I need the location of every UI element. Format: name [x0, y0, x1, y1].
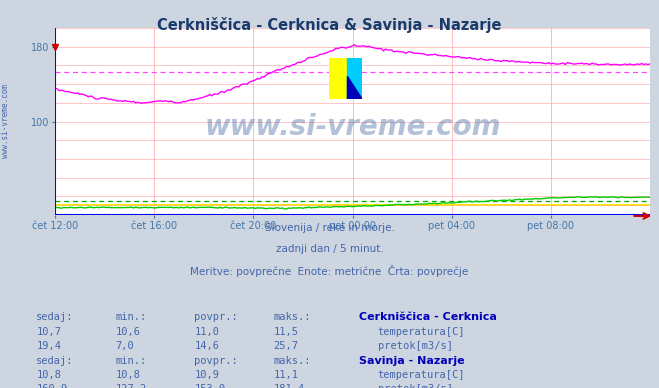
Text: 14,6: 14,6	[194, 341, 219, 351]
Text: 153,0: 153,0	[194, 384, 225, 388]
Text: 160,9: 160,9	[36, 384, 67, 388]
Text: 10,8: 10,8	[36, 370, 61, 380]
Text: povpr.:: povpr.:	[194, 356, 238, 366]
Text: 11,1: 11,1	[273, 370, 299, 380]
Text: Savinja - Nazarje: Savinja - Nazarje	[359, 356, 465, 366]
Text: temperatura[C]: temperatura[C]	[378, 327, 465, 337]
Text: pretok[m3/s]: pretok[m3/s]	[378, 384, 453, 388]
Text: zadnji dan / 5 minut.: zadnji dan / 5 minut.	[275, 244, 384, 254]
Text: 25,7: 25,7	[273, 341, 299, 351]
Text: Cerkniščica - Cerknica: Cerkniščica - Cerknica	[359, 312, 497, 322]
Text: 181,4: 181,4	[273, 384, 304, 388]
Bar	[330, 58, 347, 99]
Text: maks.:: maks.:	[273, 356, 311, 366]
Text: www.si-vreme.com: www.si-vreme.com	[1, 85, 10, 159]
Text: sedaj:: sedaj:	[36, 312, 74, 322]
Text: www.si-vreme.com: www.si-vreme.com	[204, 113, 501, 141]
Text: min.:: min.:	[115, 312, 146, 322]
Text: 11,5: 11,5	[273, 327, 299, 337]
Bar	[347, 58, 362, 99]
Text: 10,8: 10,8	[115, 370, 140, 380]
Text: Cerkniščica - Cerknica & Savinja - Nazarje: Cerkniščica - Cerknica & Savinja - Nazar…	[158, 17, 501, 33]
Text: 7,0: 7,0	[115, 341, 134, 351]
Text: 127,2: 127,2	[115, 384, 146, 388]
Text: pretok[m3/s]: pretok[m3/s]	[378, 341, 453, 351]
Text: temperatura[C]: temperatura[C]	[378, 370, 465, 380]
Text: 11,0: 11,0	[194, 327, 219, 337]
Text: Meritve: povprečne  Enote: metrične  Črta: povprečje: Meritve: povprečne Enote: metrične Črta:…	[190, 265, 469, 277]
Text: povpr.:: povpr.:	[194, 312, 238, 322]
Text: 10,6: 10,6	[115, 327, 140, 337]
Polygon shape	[347, 76, 362, 99]
Text: maks.:: maks.:	[273, 312, 311, 322]
Text: 10,7: 10,7	[36, 327, 61, 337]
Text: Slovenija / reke in morje.: Slovenija / reke in morje.	[264, 223, 395, 233]
Text: min.:: min.:	[115, 356, 146, 366]
Text: 19,4: 19,4	[36, 341, 61, 351]
Text: sedaj:: sedaj:	[36, 356, 74, 366]
Text: 10,9: 10,9	[194, 370, 219, 380]
